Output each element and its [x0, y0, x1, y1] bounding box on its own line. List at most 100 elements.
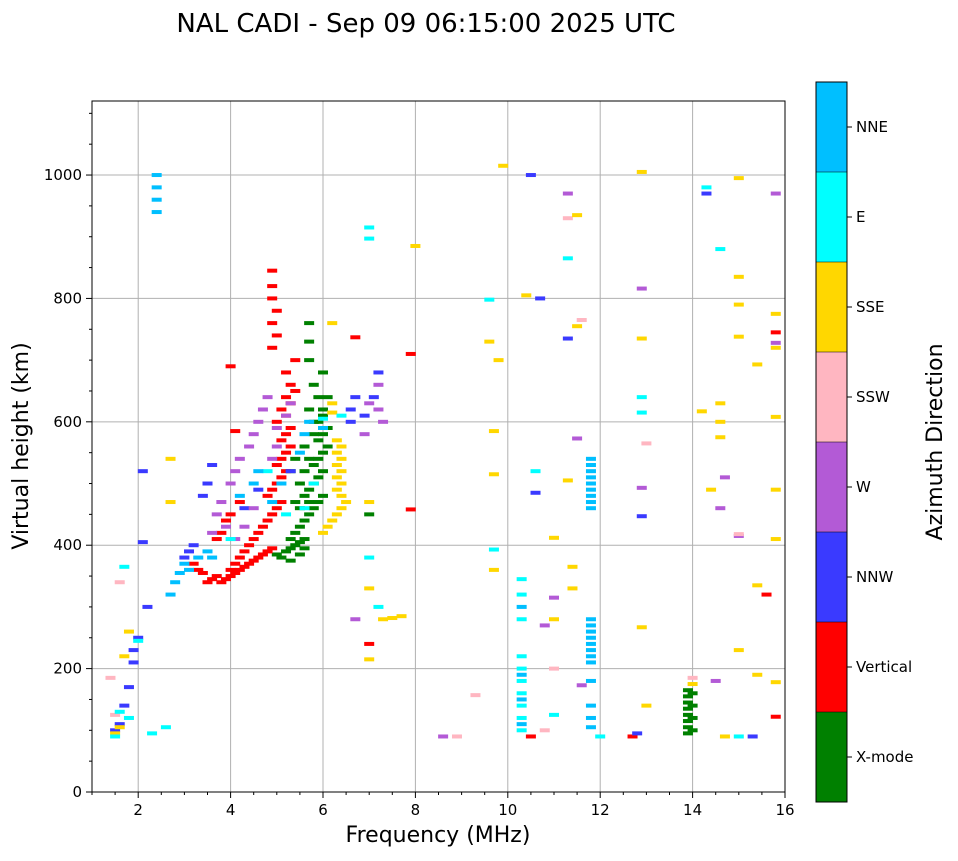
echo-point: [770, 191, 781, 196]
echo-point: [267, 500, 278, 505]
echo-point: [234, 456, 245, 461]
echo-point: [281, 549, 292, 554]
echo-point: [207, 555, 218, 560]
echo-point: [267, 512, 278, 517]
echo-point: [193, 567, 204, 572]
colorbar-segment: [816, 262, 847, 352]
echo-point: [207, 530, 218, 535]
echo-point: [364, 500, 375, 505]
echo-point: [262, 395, 273, 400]
echo-point: [687, 682, 698, 687]
echo-point: [682, 706, 693, 711]
echo-point: [299, 493, 310, 498]
echo-point: [313, 475, 324, 480]
echo-point: [267, 268, 278, 273]
echo-point: [281, 370, 292, 375]
echo-point: [733, 274, 744, 279]
echo-point: [562, 216, 573, 221]
echo-point: [262, 518, 273, 523]
echo-point: [290, 530, 301, 535]
echo-point: [188, 561, 199, 566]
echo-point: [267, 296, 278, 301]
echo-point: [239, 564, 250, 569]
echo-point: [331, 512, 342, 517]
colorbar-label: Azimuth Direction: [923, 343, 948, 540]
echo-point: [230, 561, 241, 566]
echo-point: [267, 321, 278, 326]
echo-point: [165, 592, 176, 597]
echo-point: [220, 518, 231, 523]
echo-point: [345, 407, 356, 412]
echo-point: [516, 617, 527, 622]
echo-point: [627, 734, 638, 739]
echo-point: [225, 512, 236, 517]
echo-point: [562, 191, 573, 196]
echo-point: [364, 401, 375, 406]
echo-point: [585, 641, 596, 646]
echo-point: [516, 592, 527, 597]
echo-point: [530, 490, 541, 495]
echo-point: [562, 256, 573, 261]
echo-point: [248, 506, 259, 511]
echo-point: [585, 715, 596, 720]
echo-point: [318, 530, 328, 535]
echo-point: [364, 657, 375, 662]
echo-point: [387, 616, 398, 621]
echo-point: [539, 623, 550, 628]
echo-point: [276, 500, 287, 505]
echo-point: [770, 714, 781, 719]
echo-point: [752, 672, 763, 677]
y-tick-label: 800: [53, 289, 82, 307]
echo-point: [133, 635, 144, 640]
echo-point: [123, 685, 134, 690]
colorbar-tick-label: NNE: [856, 118, 888, 136]
x-tick-label: 2: [133, 801, 143, 819]
echo-point: [207, 463, 218, 468]
echo-point: [188, 543, 199, 548]
echo-point: [290, 358, 301, 363]
echo-point: [202, 481, 213, 486]
echo-point: [184, 567, 195, 572]
echo-point: [281, 512, 292, 517]
echo-point: [585, 506, 596, 511]
echo-point: [364, 586, 375, 591]
echo-point: [281, 395, 292, 400]
echo-point: [327, 410, 338, 415]
echo-point: [336, 413, 347, 418]
echo-point: [123, 629, 134, 634]
echo-point: [137, 540, 148, 545]
echo-point: [271, 463, 282, 468]
echo-point: [128, 660, 139, 665]
echo-point: [706, 487, 717, 492]
echo-point: [331, 450, 342, 455]
echo-point: [576, 683, 587, 688]
echo-point: [715, 506, 726, 511]
echo-point: [318, 413, 328, 418]
echo-point: [271, 333, 282, 338]
echo-point: [110, 728, 121, 733]
echo-point: [585, 617, 596, 622]
echo-point: [733, 176, 744, 181]
echo-point: [516, 715, 527, 720]
colorbar-tick-label: W: [856, 478, 871, 496]
echo-point: [364, 555, 375, 560]
echo-point: [281, 432, 292, 437]
echo-point: [516, 666, 527, 671]
y-tick-label: 400: [53, 536, 82, 554]
echo-point: [539, 728, 550, 733]
echo-point: [641, 441, 652, 446]
echo-point: [299, 537, 310, 542]
echo-point: [285, 444, 296, 449]
colorbar-tick-label: E: [856, 208, 865, 226]
echo-point: [304, 456, 315, 461]
echo-point: [244, 543, 255, 548]
echo-point: [294, 524, 305, 529]
echo-point: [525, 734, 536, 739]
grid-lines: [92, 101, 785, 792]
echo-point: [119, 703, 130, 708]
echo-point: [285, 425, 296, 430]
echo-point: [304, 407, 315, 412]
echo-point: [636, 336, 647, 341]
echo-point: [248, 481, 259, 486]
echo-point: [359, 432, 370, 437]
